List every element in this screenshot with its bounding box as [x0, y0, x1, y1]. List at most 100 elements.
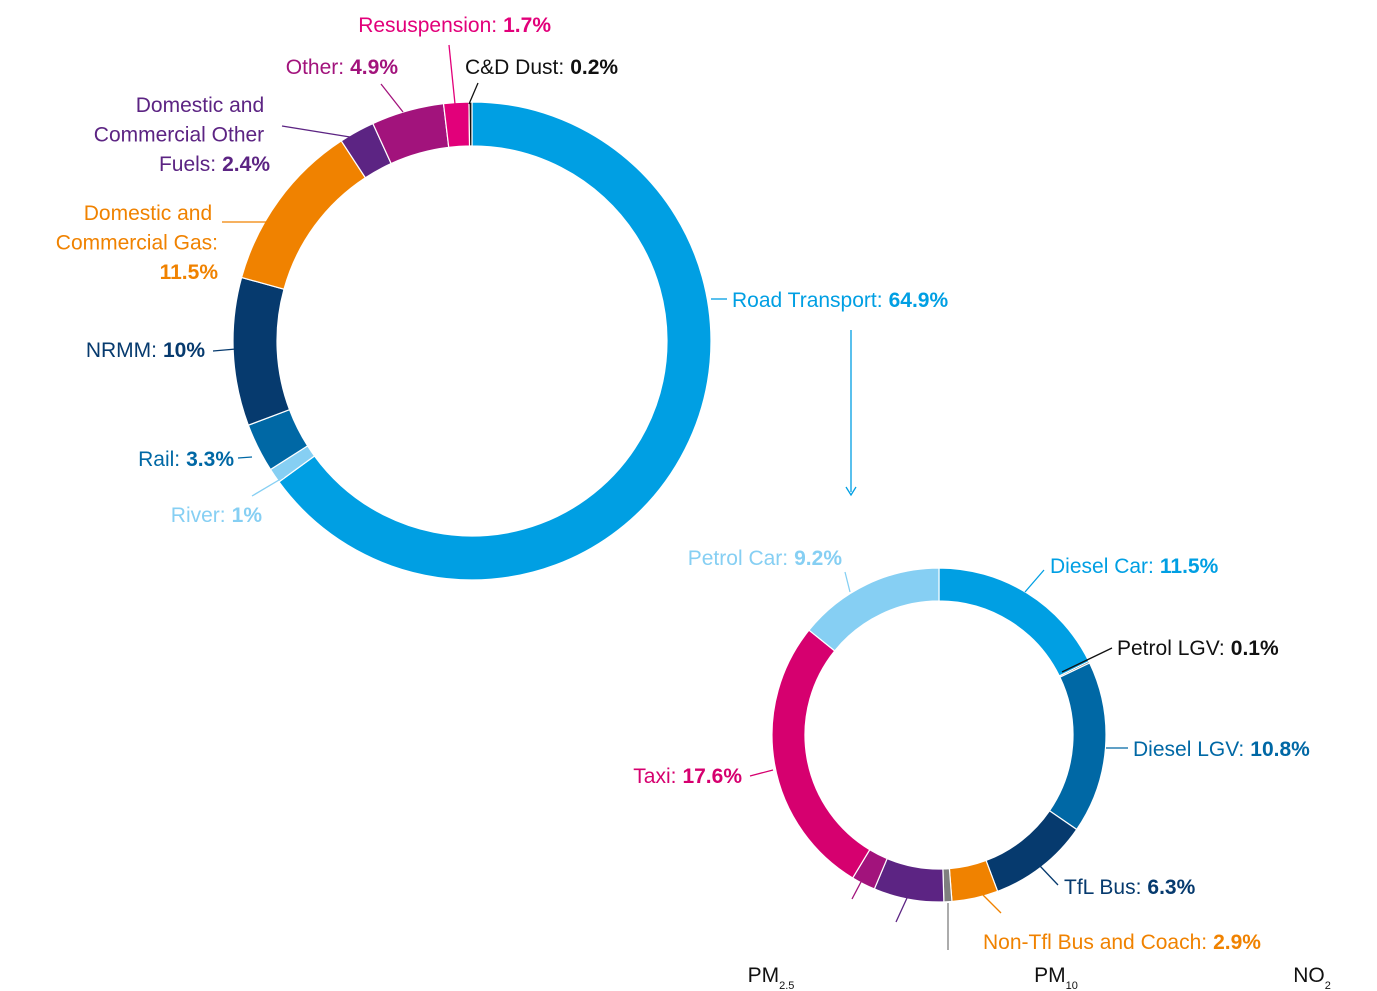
donut-segment [442, 101, 471, 149]
tab-main: PM [748, 964, 780, 987]
donut-segment [808, 567, 940, 652]
segment-name: Diesel LGV: [1133, 738, 1244, 761]
segment-name: Non-Tfl Bus and Coach: [983, 931, 1207, 954]
segment-label: Domestic and Commercial Other Fuels: 2.4% [94, 94, 271, 176]
segment-value: 11.5% [1160, 555, 1219, 578]
segment-name-line: Commercial Gas: [56, 232, 218, 255]
leader-line [982, 894, 1002, 914]
segment-value: 2.4% [222, 153, 270, 176]
leader-line [851, 879, 863, 900]
segment-name-line: Petrol LGV: [1117, 637, 1225, 660]
segment-name-line: Domestic and [84, 202, 218, 225]
donut-segment [468, 101, 473, 147]
leader-line [1024, 569, 1045, 593]
segment-name: Road Transport: [732, 289, 883, 312]
segment-label: Resuspension: 1.7% [358, 14, 551, 37]
segment-name: Rail: [138, 448, 180, 471]
segment-label: Taxi: 17.6% [633, 765, 742, 788]
leader-line [1039, 865, 1059, 886]
segment-value: 0.2% [570, 56, 618, 79]
leader-line [251, 476, 285, 497]
donut-segment [278, 101, 712, 581]
segment-name: Petrol LGV: [1117, 637, 1225, 660]
segment-name: Diesel Car: [1050, 555, 1154, 578]
leader-line [237, 456, 253, 459]
donut-segment [771, 629, 871, 879]
leader-line [749, 769, 774, 777]
tab-sub: 2 [1325, 980, 1331, 991]
pollutant-tab[interactable]: NO2 [1293, 964, 1331, 991]
segment-name: TfL Bus: [1064, 876, 1141, 899]
segment-name: Domestic and Commercial Gas: [56, 202, 218, 255]
pollutant-tab[interactable]: PM2.5 [748, 964, 795, 991]
segment-label: Non-Tfl Bus and Coach: 2.9% [983, 931, 1261, 954]
segment-label: C&D Dust: 0.2% [465, 56, 618, 79]
segment-label: TfL Bus: 6.3% [1064, 876, 1196, 899]
segment-name-line: TfL Bus: [1064, 876, 1141, 899]
segment-name-line: NRMM: [86, 339, 157, 362]
segment-label: NRMM: 10% [86, 339, 206, 362]
segment-name-line: Diesel LGV: [1133, 738, 1244, 761]
segment-name-line: Resuspension: [358, 14, 497, 37]
segment-name-line: Domestic and [136, 94, 270, 117]
leader-line [1061, 647, 1113, 673]
donut-segment [938, 567, 1090, 677]
segment-name-line: Petrol Car: [688, 547, 788, 570]
segment-name-line: Rail: [138, 448, 180, 471]
segment-name-line: Diesel Car: [1050, 555, 1154, 578]
segment-name-line: River: [171, 504, 226, 527]
leader-line [281, 125, 351, 138]
tab-main: PM [1034, 964, 1066, 987]
segment-label: Domestic and Commercial Gas: 11.5% [56, 202, 219, 284]
segment-value: 0.1% [1231, 637, 1279, 660]
tab-main: NO [1293, 964, 1325, 987]
leader-line [212, 348, 237, 352]
segment-name-line: Fuels: [159, 153, 216, 176]
segment-value: 10.8% [1250, 738, 1310, 761]
segment-value: 6.3% [1147, 876, 1195, 899]
segment-name: Other: [286, 56, 344, 79]
segment-label: Diesel Car: 11.5% [1050, 555, 1219, 578]
segment-name-line: Road Transport: [732, 289, 883, 312]
segment-value: 3.3% [186, 448, 234, 471]
segment-value: 11.5% [160, 261, 219, 284]
segment-name-line: Commercial Other [94, 124, 270, 147]
segment-label: Petrol LGV: 0.1% [1117, 637, 1279, 660]
donut-segment [1048, 662, 1107, 831]
segment-name: Taxi: [633, 765, 676, 788]
tab-sub: 10 [1066, 980, 1078, 991]
segment-name-line: C&D Dust: [465, 56, 564, 79]
leader-line [468, 82, 479, 105]
donut-segment [232, 276, 291, 426]
segment-label: Petrol Car: 9.2% [688, 547, 843, 570]
segment-name-line: Other: [286, 56, 344, 79]
segment-value: 2.9% [1213, 931, 1261, 954]
segment-value: 17.6% [682, 765, 742, 788]
segment-value: 9.2% [794, 547, 842, 570]
segment-label: Other: 4.9% [286, 56, 399, 79]
segment-name: Petrol Car: [688, 547, 788, 570]
leader-line [895, 897, 908, 923]
segment-label: River: 1% [171, 504, 263, 527]
leader-line [380, 83, 404, 113]
leader-line [448, 44, 456, 105]
segment-name-line: Taxi: [633, 765, 676, 788]
segment-value: 64.9% [889, 289, 949, 312]
segment-label: Road Transport: 64.9% [732, 289, 948, 312]
segment-value: 1% [232, 504, 263, 527]
tab-sub: 2.5 [779, 980, 794, 991]
segment-label: Diesel LGV: 10.8% [1133, 738, 1310, 761]
segment-value: 10% [163, 339, 205, 362]
segment-name: NRMM: [86, 339, 157, 362]
segment-name: C&D Dust: [465, 56, 564, 79]
segment-value: 1.7% [503, 14, 551, 37]
segment-name-line: Non-Tfl Bus and Coach: [983, 931, 1207, 954]
segment-value: 4.9% [350, 56, 398, 79]
segment-label: Rail: 3.3% [138, 448, 234, 471]
segment-name: Resuspension: [358, 14, 497, 37]
segment-name: River: [171, 504, 226, 527]
segment-name: Domestic and Commercial Other Fuels: [94, 94, 270, 176]
leader-line [844, 571, 851, 593]
pollutant-tab[interactable]: PM10 [1034, 964, 1078, 991]
